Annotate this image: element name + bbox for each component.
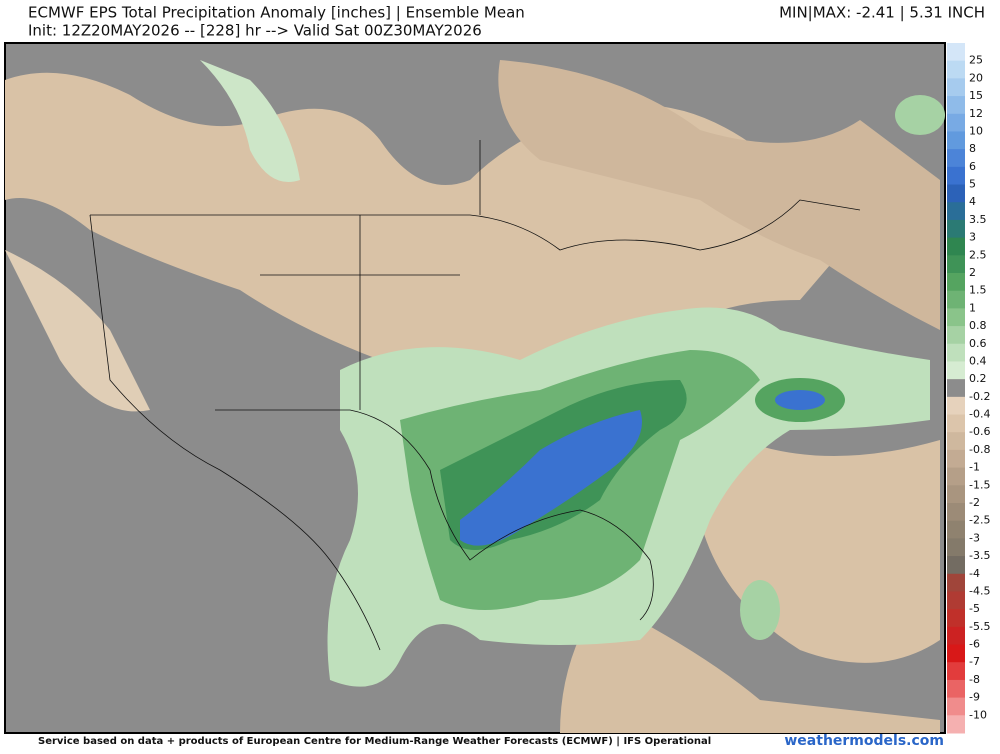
colorbar-label: 0.4 — [969, 354, 987, 367]
colorbar-label: 15 — [969, 89, 983, 102]
colorbar-label: -2.5 — [969, 514, 990, 527]
colorbar-cell — [947, 503, 965, 522]
colorbar-label: -6 — [969, 638, 980, 651]
colorbar-cell — [947, 626, 965, 646]
colorbar-cell — [947, 485, 965, 504]
colorbar-cell — [947, 538, 965, 557]
colorbar-label: -1.5 — [969, 478, 990, 491]
title: ECMWF EPS Total Precipitation Anomaly [i… — [28, 4, 525, 22]
colorbar-cell — [947, 308, 965, 327]
colorbar-cell — [947, 591, 965, 610]
colorbar-label: 5 — [969, 178, 976, 191]
colorbar-label: -2 — [969, 496, 980, 509]
colorbar-label: 2.5 — [969, 248, 987, 261]
colorbar-label: 1 — [969, 301, 976, 314]
colorbar-label: -0.8 — [969, 443, 990, 456]
colorbar-cell — [947, 679, 965, 699]
colorbar: 25 20 15 12 10 8 6 5 4 3.5 3 2.5 2 1.5 1 0.8 0.6 0.4 0.2 -0… — [947, 43, 990, 734]
colorbar-label: 8 — [969, 142, 976, 155]
colorbar-label: -0.4 — [969, 408, 990, 421]
colorbar-cell — [947, 697, 965, 716]
colorbar-cell — [947, 662, 965, 681]
colorbar-cell — [947, 290, 965, 309]
colorbar-label: 4 — [969, 195, 976, 208]
colorbar-label: -3 — [969, 531, 980, 544]
colorbar-label: -10 — [969, 708, 987, 721]
colorbar-cell — [947, 166, 965, 186]
colorbar-cell — [947, 644, 965, 663]
colorbar-cell — [947, 379, 965, 398]
colorbar-label: 0.2 — [969, 372, 987, 385]
colorbar-label: 3 — [969, 231, 976, 244]
colorbar-label: 20 — [969, 71, 983, 84]
colorbar-cell — [947, 237, 965, 256]
colorbar-cell — [947, 255, 965, 274]
colorbar-cell — [947, 573, 965, 592]
colorbar-label: -8 — [969, 673, 980, 686]
colorbar-cell — [947, 396, 965, 416]
colorbar-cell — [947, 343, 965, 362]
colorbar-label: -5 — [969, 602, 980, 615]
colorbar-label: 1.5 — [969, 284, 987, 297]
colorbar-label: -0.2 — [969, 390, 990, 403]
colorbar-label: 12 — [969, 107, 983, 120]
colorbar-cell — [947, 273, 965, 292]
site[interactable]: weathermodels.com — [784, 733, 944, 749]
colorbar-label: 2 — [969, 266, 976, 279]
colorbar-cell — [947, 326, 965, 345]
colorbar-label: 0.8 — [969, 319, 987, 332]
colorbar-label: -0.6 — [969, 425, 990, 438]
colorbar-label: 6 — [969, 160, 976, 173]
colorbar-cell — [947, 78, 965, 97]
colorbar-label: 3.5 — [969, 213, 987, 226]
colorbar-label: -3.5 — [969, 549, 990, 562]
colorbar-label: -7 — [969, 655, 980, 668]
map — [4, 42, 946, 734]
colorbar-cell — [947, 96, 965, 115]
colorbar-cell — [947, 219, 965, 239]
colorbar-cell — [947, 414, 965, 433]
colorbar-cell — [947, 715, 965, 734]
colorbar-cell — [947, 113, 965, 132]
colorbar-cell — [947, 361, 965, 380]
credit: Service based on data + products of Euro… — [38, 736, 711, 747]
init-line: Init: 12Z20MAY2026 -- [228] hr --> Valid… — [28, 22, 482, 40]
colorbar-label: 0.6 — [969, 337, 987, 350]
colorbar-label: -4.5 — [969, 584, 990, 597]
colorbar-cell — [947, 467, 965, 486]
min-max: MIN|MAX: -2.41 | 5.31 INCH — [779, 4, 985, 22]
colorbar-cell — [947, 149, 965, 168]
colorbar-cell — [947, 609, 965, 628]
colorbar-cell — [947, 184, 965, 203]
colorbar-cell — [947, 449, 965, 469]
colorbar-cell — [947, 43, 965, 62]
colorbar-label: -1 — [969, 461, 980, 474]
colorbar-cell — [947, 202, 965, 221]
colorbar-cell — [947, 556, 965, 575]
colorbar-cell — [947, 432, 965, 451]
colorbar-label: -5.5 — [969, 620, 990, 633]
colorbar-cell — [947, 131, 965, 150]
colorbar-label: 25 — [969, 54, 983, 67]
colorbar-label: -9 — [969, 691, 980, 704]
colorbar-cell — [947, 520, 965, 539]
colorbar-label: 10 — [969, 124, 983, 137]
colorbar-label: -4 — [969, 567, 980, 580]
colorbar-cell — [947, 60, 965, 79]
